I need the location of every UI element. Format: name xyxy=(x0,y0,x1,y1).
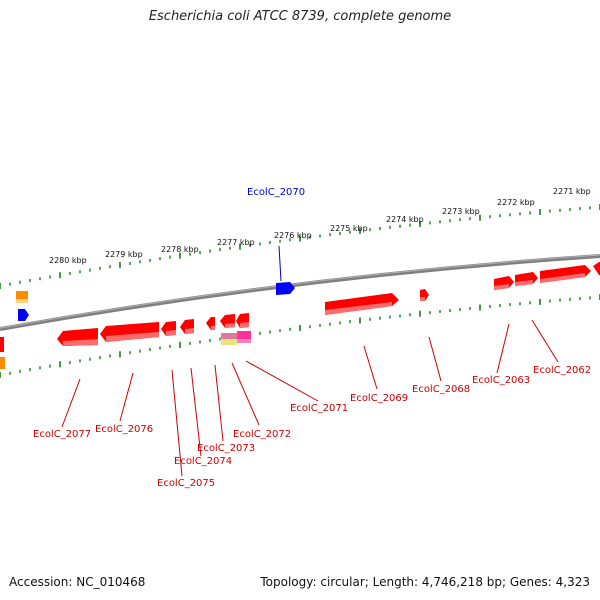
scale-label-2279: 2279 kbp xyxy=(105,250,143,259)
gene-arrow-ecolc-2070[interactable] xyxy=(276,282,295,295)
gene-arrow-ecolc-2069[interactable] xyxy=(325,293,399,315)
scale-label-2275: 2275 kbp xyxy=(330,224,368,233)
gene-arrow-ecolc-2068[interactable] xyxy=(420,289,429,301)
gene-label-ecolc-2074[interactable]: EcolC_2074 xyxy=(174,456,232,467)
gene-label-ecolc-2069[interactable]: EcolC_2069 xyxy=(350,393,408,404)
feature-orange-lower[interactable] xyxy=(0,357,5,369)
gene-arrow-ecolc-2076[interactable] xyxy=(100,322,159,342)
scale-label-2273: 2273 kbp xyxy=(442,207,480,216)
feature-stack-2072[interactable] xyxy=(221,331,251,345)
gene-arrow-blue-left[interactable] xyxy=(18,309,29,321)
gene-label-ecolc-2072[interactable]: EcolC_2072 xyxy=(233,429,291,440)
gene-arrow-ecolc-2063[interactable] xyxy=(494,276,514,290)
feature-orange-upper[interactable] xyxy=(16,291,28,303)
gene-arrow-ecolc-2062[interactable] xyxy=(540,265,591,283)
gene-label-ecolc-2063[interactable]: EcolC_2063 xyxy=(472,375,530,386)
gene-red-left-edge[interactable] xyxy=(0,337,4,352)
topology-text: Topology: circular; Length: 4,746,218 bp… xyxy=(260,575,590,589)
gene-label-ecolc-2076[interactable]: EcolC_2076 xyxy=(95,424,153,435)
gene-arrow-ecolc-2074[interactable] xyxy=(180,319,194,334)
gene-arrow-ecolc-2063b[interactable] xyxy=(515,272,538,286)
genome-backbone xyxy=(0,254,600,331)
gene-label-ecolc-2068[interactable]: EcolC_2068 xyxy=(412,384,470,395)
gene-arrow-right-edge[interactable] xyxy=(593,262,600,275)
map-title: Escherichia coli ATCC 8739, complete gen… xyxy=(148,9,452,24)
gene-label-ecolc-2073[interactable]: EcolC_2073 xyxy=(197,443,255,454)
gene-label-ecolc-2075[interactable]: EcolC_2075 xyxy=(157,478,215,489)
gene-arrow-ecolc-2072[interactable] xyxy=(220,314,235,328)
scale-label-2280: 2280 kbp xyxy=(49,256,87,265)
scale-label-2274: 2274 kbp xyxy=(386,215,424,224)
accession-text: Accession: NC_010468 xyxy=(9,575,146,589)
leader-lines xyxy=(61,245,559,477)
scale-label-2272: 2272 kbp xyxy=(497,198,535,207)
gene-label-ecolc-2077[interactable]: EcolC_2077 xyxy=(33,429,91,440)
gene-label-ecolc-2070[interactable]: EcolC_2070 xyxy=(247,187,305,198)
scale-label-2277: 2277 kbp xyxy=(217,238,255,247)
scale-label-2271: 2271 kbp xyxy=(553,187,591,196)
scale-label-2278: 2278 kbp xyxy=(161,245,199,254)
gene-arrow-ecolc-2071[interactable] xyxy=(236,313,249,328)
scale-label-2276: 2276 kbp xyxy=(274,231,312,240)
genome-backbone-highlight xyxy=(0,254,600,329)
gene-arrow-ecolc-2077[interactable] xyxy=(57,328,98,346)
upper-scale-ticks xyxy=(0,204,600,289)
gene-arrow-ecolc-2075[interactable] xyxy=(161,321,176,336)
gene-arrow-ecolc-2073[interactable] xyxy=(206,317,215,330)
gene-label-ecolc-2071[interactable]: EcolC_2071 xyxy=(290,403,348,414)
gene-label-ecolc-2062[interactable]: EcolC_2062 xyxy=(533,365,591,376)
